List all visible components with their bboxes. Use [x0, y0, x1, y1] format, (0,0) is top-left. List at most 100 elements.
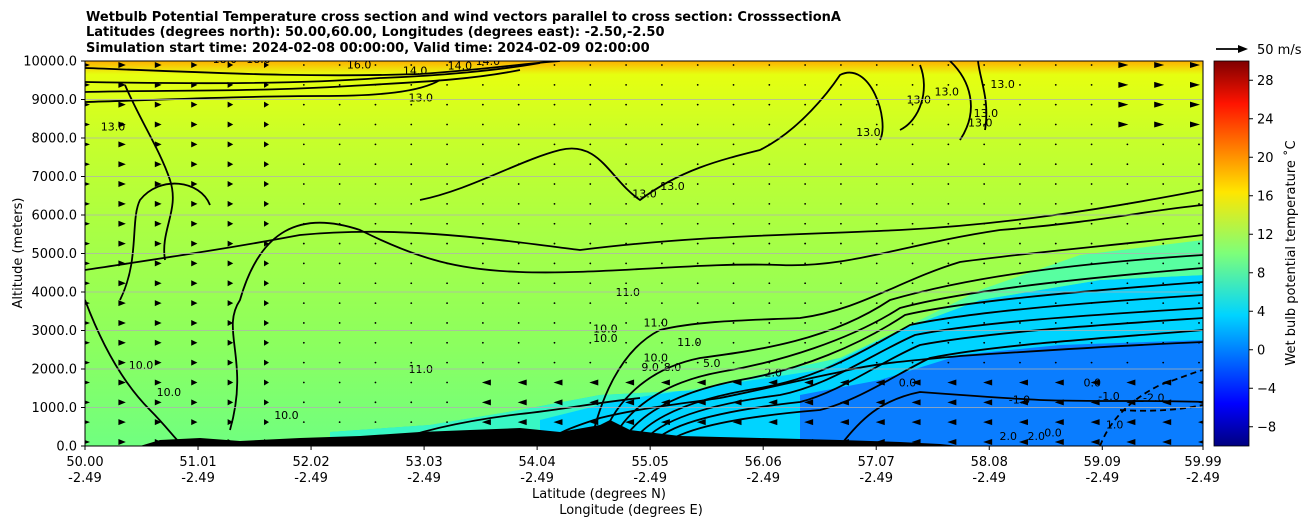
- wind-vector: [625, 361, 627, 364]
- wind-vector: [446, 441, 448, 443]
- wind-vector: [553, 399, 563, 406]
- wind-vector: [85, 321, 90, 325]
- wind-vector: [1198, 183, 1200, 185]
- wind-vector: [264, 439, 270, 445]
- wind-vector: [191, 439, 198, 445]
- contour-label: 13.0: [934, 86, 959, 99]
- wind-vector: [1090, 163, 1093, 166]
- x-tick-label-lat: 50.00: [66, 455, 103, 470]
- wind-vector: [1018, 379, 1028, 386]
- wind-vector: [374, 361, 377, 364]
- wind-vector: [302, 341, 305, 344]
- wind-vector: [264, 200, 270, 207]
- wind-vector: [911, 163, 914, 166]
- wind-vector: [481, 361, 484, 364]
- wind-vector: [227, 181, 234, 188]
- wind-vector: [338, 381, 341, 384]
- wind-vector: [840, 242, 842, 245]
- wind-vector: [1126, 322, 1129, 324]
- contour-label: 1.0: [1106, 419, 1124, 432]
- colorbar-tick-label: 28: [1257, 74, 1274, 89]
- contour-label: 13.0: [660, 180, 685, 193]
- wind-vector: [804, 439, 814, 445]
- wind-vector: [227, 200, 234, 207]
- wind-vector: [768, 379, 778, 386]
- wind-vector: [1162, 379, 1172, 386]
- wind-vector: [804, 222, 807, 225]
- y-tick-label: 0.0: [56, 440, 77, 455]
- wind-vector: [410, 183, 413, 185]
- wind-vector: [481, 282, 484, 285]
- wind-vector: [732, 202, 735, 205]
- wind-vector: [302, 242, 305, 245]
- wind-vector: [227, 101, 234, 108]
- wind-vector: [338, 401, 341, 404]
- contour-label: 9.0: [641, 361, 659, 374]
- wind-vector: [875, 322, 878, 324]
- wind-vector: [481, 341, 484, 344]
- wind-vector: [553, 143, 556, 146]
- wind-key-arrowhead: [1238, 45, 1248, 53]
- wind-vector: [517, 103, 520, 106]
- contour-label: 10.0: [157, 386, 182, 399]
- colorbar-tick-label: −8: [1257, 420, 1276, 435]
- wind-vector: [875, 183, 878, 185]
- wind-vector: [875, 302, 878, 305]
- wind-vector: [517, 419, 527, 426]
- wind-vector: [1198, 262, 1200, 265]
- wind-vector: [1162, 183, 1165, 185]
- wind-vector: [1054, 64, 1057, 66]
- wind-vector: [154, 379, 162, 386]
- wind-vector: [768, 282, 771, 285]
- wind-vector: [589, 163, 592, 166]
- wind-vector: [732, 143, 735, 146]
- wind-vector: [154, 300, 162, 307]
- wind-vector: [154, 62, 162, 68]
- wind-vector: [227, 220, 234, 227]
- wind-vector: [446, 361, 448, 364]
- wind-vector: [481, 143, 484, 146]
- wind-vector: [374, 123, 377, 126]
- wind-vector: [696, 361, 699, 364]
- contour-label: 8.0: [664, 361, 682, 374]
- wind-vector: [947, 163, 950, 166]
- wind-vector: [947, 202, 950, 205]
- wind-vector: [661, 282, 663, 285]
- wind-vector: [481, 242, 484, 245]
- wind-vector: [1198, 222, 1200, 225]
- wind-vector: [410, 282, 413, 285]
- wind-vector: [1018, 439, 1028, 445]
- wind-vector: [553, 282, 556, 285]
- wind-vector: [517, 202, 520, 205]
- wind-vector: [1054, 322, 1057, 324]
- x-axis-label-longitude: Longitude (degrees E): [559, 503, 703, 518]
- wind-vector: [302, 401, 305, 404]
- wind-vector: [374, 302, 377, 305]
- wind-vector: [264, 62, 270, 68]
- wind-vector: [625, 242, 627, 245]
- wind-vector: [302, 83, 305, 86]
- wind-vector: [696, 103, 699, 106]
- colorbar-tick-label: 4: [1257, 305, 1265, 320]
- wind-vector: [804, 123, 807, 126]
- wind-vector: [374, 163, 377, 166]
- wind-vector: [804, 302, 807, 305]
- wind-vector: [1019, 163, 1021, 166]
- wind-vector: [85, 122, 90, 127]
- wind-vector: [1126, 282, 1129, 285]
- wind-vector: [768, 419, 778, 426]
- contour-label-layer: 18.0 18.0 16.0 14.0 14.0 14.013.013.013.013.0…: [101, 61, 1165, 443]
- wind-vector: [227, 280, 234, 287]
- wind-vector: [118, 62, 126, 68]
- wind-vector: [517, 143, 520, 146]
- wind-vector: [191, 419, 198, 426]
- contour-label: 14.0: [403, 64, 428, 77]
- wind-vector: [840, 361, 842, 364]
- wind-vector: [732, 83, 735, 86]
- wind-vector: [696, 379, 706, 386]
- contour-label: 2.0: [1028, 430, 1046, 443]
- wind-vector: [589, 222, 592, 225]
- wind-vector: [625, 64, 627, 66]
- wind-vector: [696, 202, 699, 205]
- wind-vector: [302, 421, 305, 424]
